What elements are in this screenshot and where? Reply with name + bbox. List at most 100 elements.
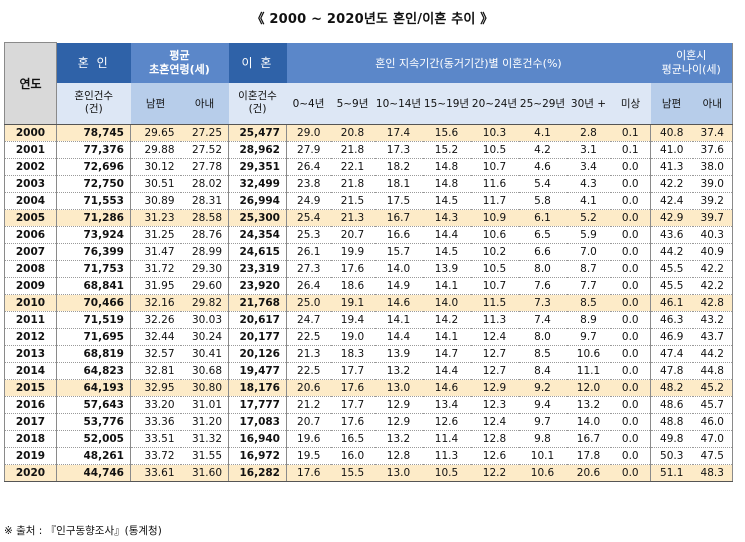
divorce-age-husband-header: 남편 [650, 82, 693, 125]
cell-fw: 28.58 [180, 209, 229, 227]
cell-d1: 27.9 [286, 141, 331, 159]
table-row: 2011 71,519 32.26 30.03 20,617 24.7 19.4 14.1 14… [4, 311, 733, 329]
cell-divorces: 19,477 [228, 362, 287, 380]
cell-d1: 19.6 [286, 430, 331, 448]
cell-dh: 46.9 [650, 328, 693, 346]
cell-marriages: 53,776 [56, 413, 131, 431]
cell-fh: 33.20 [130, 396, 181, 414]
cell-fw: 28.76 [180, 226, 229, 244]
cell-d1: 29.0 [286, 124, 331, 142]
cell-marriages: 64,823 [56, 362, 131, 380]
cell-fw: 31.55 [180, 447, 229, 465]
cell-marriages: 78,745 [56, 124, 131, 142]
table-row: 2008 71,753 31.72 29.30 23,319 27.3 17.6 14.0 13… [4, 260, 733, 278]
cell-year: 2007 [4, 243, 57, 261]
first-age-wife-header: 아내 [180, 82, 229, 125]
table-row: 2015 64,193 32.95 30.80 18,176 20.6 17.6 13.0 14… [4, 379, 733, 397]
cell-d4: 14.6 [422, 379, 471, 397]
cell-d6: 4.2 [518, 141, 567, 159]
first-age-husband-header: 남편 [130, 82, 181, 125]
cell-divorces: 20,617 [228, 311, 287, 329]
cell-marriages: 71,286 [56, 209, 131, 227]
cell-dh: 42.9 [650, 209, 693, 227]
cell-fw: 27.52 [180, 141, 229, 159]
cell-d8: 0.0 [610, 277, 651, 295]
cell-fh: 32.16 [130, 294, 181, 312]
cell-d3: 14.9 [374, 277, 423, 295]
avg-first-marriage-age-header: 평균 초혼연령(세) [130, 42, 229, 83]
cell-d2: 17.7 [330, 362, 375, 380]
cell-year: 2002 [4, 158, 57, 176]
cell-d7: 4.1 [566, 192, 611, 210]
cell-d5: 10.5 [470, 260, 519, 278]
cell-dh: 45.5 [650, 260, 693, 278]
cell-d7: 5.2 [566, 209, 611, 227]
marriage-divorce-table: 연도 혼 인 평균 초혼연령(세) 이 혼 혼인 지속기간(동거기간)별 이혼건… [4, 42, 733, 482]
cell-fw: 29.60 [180, 277, 229, 295]
cell-d3: 18.2 [374, 158, 423, 176]
cell-d6: 9.4 [518, 396, 567, 414]
table-row: 2002 72,696 30.12 27.78 29,351 26.4 22.1 18.2 14… [4, 158, 733, 176]
cell-d4: 14.8 [422, 158, 471, 176]
cell-fw: 30.24 [180, 328, 229, 346]
cell-dw: 44.8 [692, 362, 733, 380]
cell-marriages: 72,696 [56, 158, 131, 176]
table-row: 2016 57,643 33.20 31.01 17,777 21.2 17.7 12.9 13… [4, 396, 733, 414]
cell-d1: 19.5 [286, 447, 331, 465]
cell-d3: 12.9 [374, 396, 423, 414]
cell-year: 2016 [4, 396, 57, 414]
duration-unknown-header: 미상 [610, 82, 651, 125]
cell-divorces: 18,176 [228, 379, 287, 397]
cell-divorces: 28,962 [228, 141, 287, 159]
cell-d5: 10.2 [470, 243, 519, 261]
cell-dh: 45.5 [650, 277, 693, 295]
cell-d5: 12.7 [470, 362, 519, 380]
cell-dw: 47.5 [692, 447, 733, 465]
cell-dh: 49.8 [650, 430, 693, 448]
cell-dw: 38.0 [692, 158, 733, 176]
cell-d2: 21.8 [330, 141, 375, 159]
cell-d6: 10.1 [518, 447, 567, 465]
cell-dw: 39.7 [692, 209, 733, 227]
cell-d4: 14.4 [422, 362, 471, 380]
cell-d7: 3.1 [566, 141, 611, 159]
cell-divorces: 23,920 [228, 277, 287, 295]
cell-d1: 22.5 [286, 328, 331, 346]
cell-d1: 26.1 [286, 243, 331, 261]
cell-d4: 14.3 [422, 209, 471, 227]
cell-d5: 10.9 [470, 209, 519, 227]
cell-d7: 5.9 [566, 226, 611, 244]
cell-dw: 42.8 [692, 294, 733, 312]
cell-d3: 14.1 [374, 311, 423, 329]
marriage-header: 혼 인 [56, 42, 131, 83]
cell-d8: 0.0 [610, 175, 651, 193]
cell-d3: 17.4 [374, 124, 423, 142]
cell-d1: 20.6 [286, 379, 331, 397]
cell-fh: 33.36 [130, 413, 181, 431]
table-row: 2018 52,005 33.51 31.32 16,940 19.6 16.5 13.2 11… [4, 430, 733, 448]
cell-d2: 17.6 [330, 379, 375, 397]
cell-year: 2010 [4, 294, 57, 312]
cell-dw: 42.2 [692, 277, 733, 295]
cell-dw: 45.7 [692, 396, 733, 414]
cell-dh: 46.1 [650, 294, 693, 312]
cell-d4: 14.5 [422, 243, 471, 261]
divorce-header: 이 혼 [228, 42, 287, 83]
cell-d7: 14.0 [566, 413, 611, 431]
cell-year: 2012 [4, 328, 57, 346]
cell-year: 2019 [4, 447, 57, 465]
cell-d6: 7.6 [518, 277, 567, 295]
cell-fw: 29.82 [180, 294, 229, 312]
cell-d5: 11.6 [470, 175, 519, 193]
cell-d5: 12.2 [470, 464, 519, 482]
cell-d3: 17.3 [374, 141, 423, 159]
cell-dw: 47.0 [692, 430, 733, 448]
table-row: 2010 70,466 32.16 29.82 21,768 25.0 19.1 14.6 14… [4, 294, 733, 312]
cell-d6: 4.6 [518, 158, 567, 176]
cell-dh: 47.8 [650, 362, 693, 380]
cell-d7: 11.1 [566, 362, 611, 380]
cell-d5: 12.6 [470, 447, 519, 465]
cell-dh: 51.1 [650, 464, 693, 482]
table-row: 2020 44,746 33.61 31.60 16,282 17.6 15.5 13.0 10… [4, 464, 733, 482]
cell-d7: 16.7 [566, 430, 611, 448]
